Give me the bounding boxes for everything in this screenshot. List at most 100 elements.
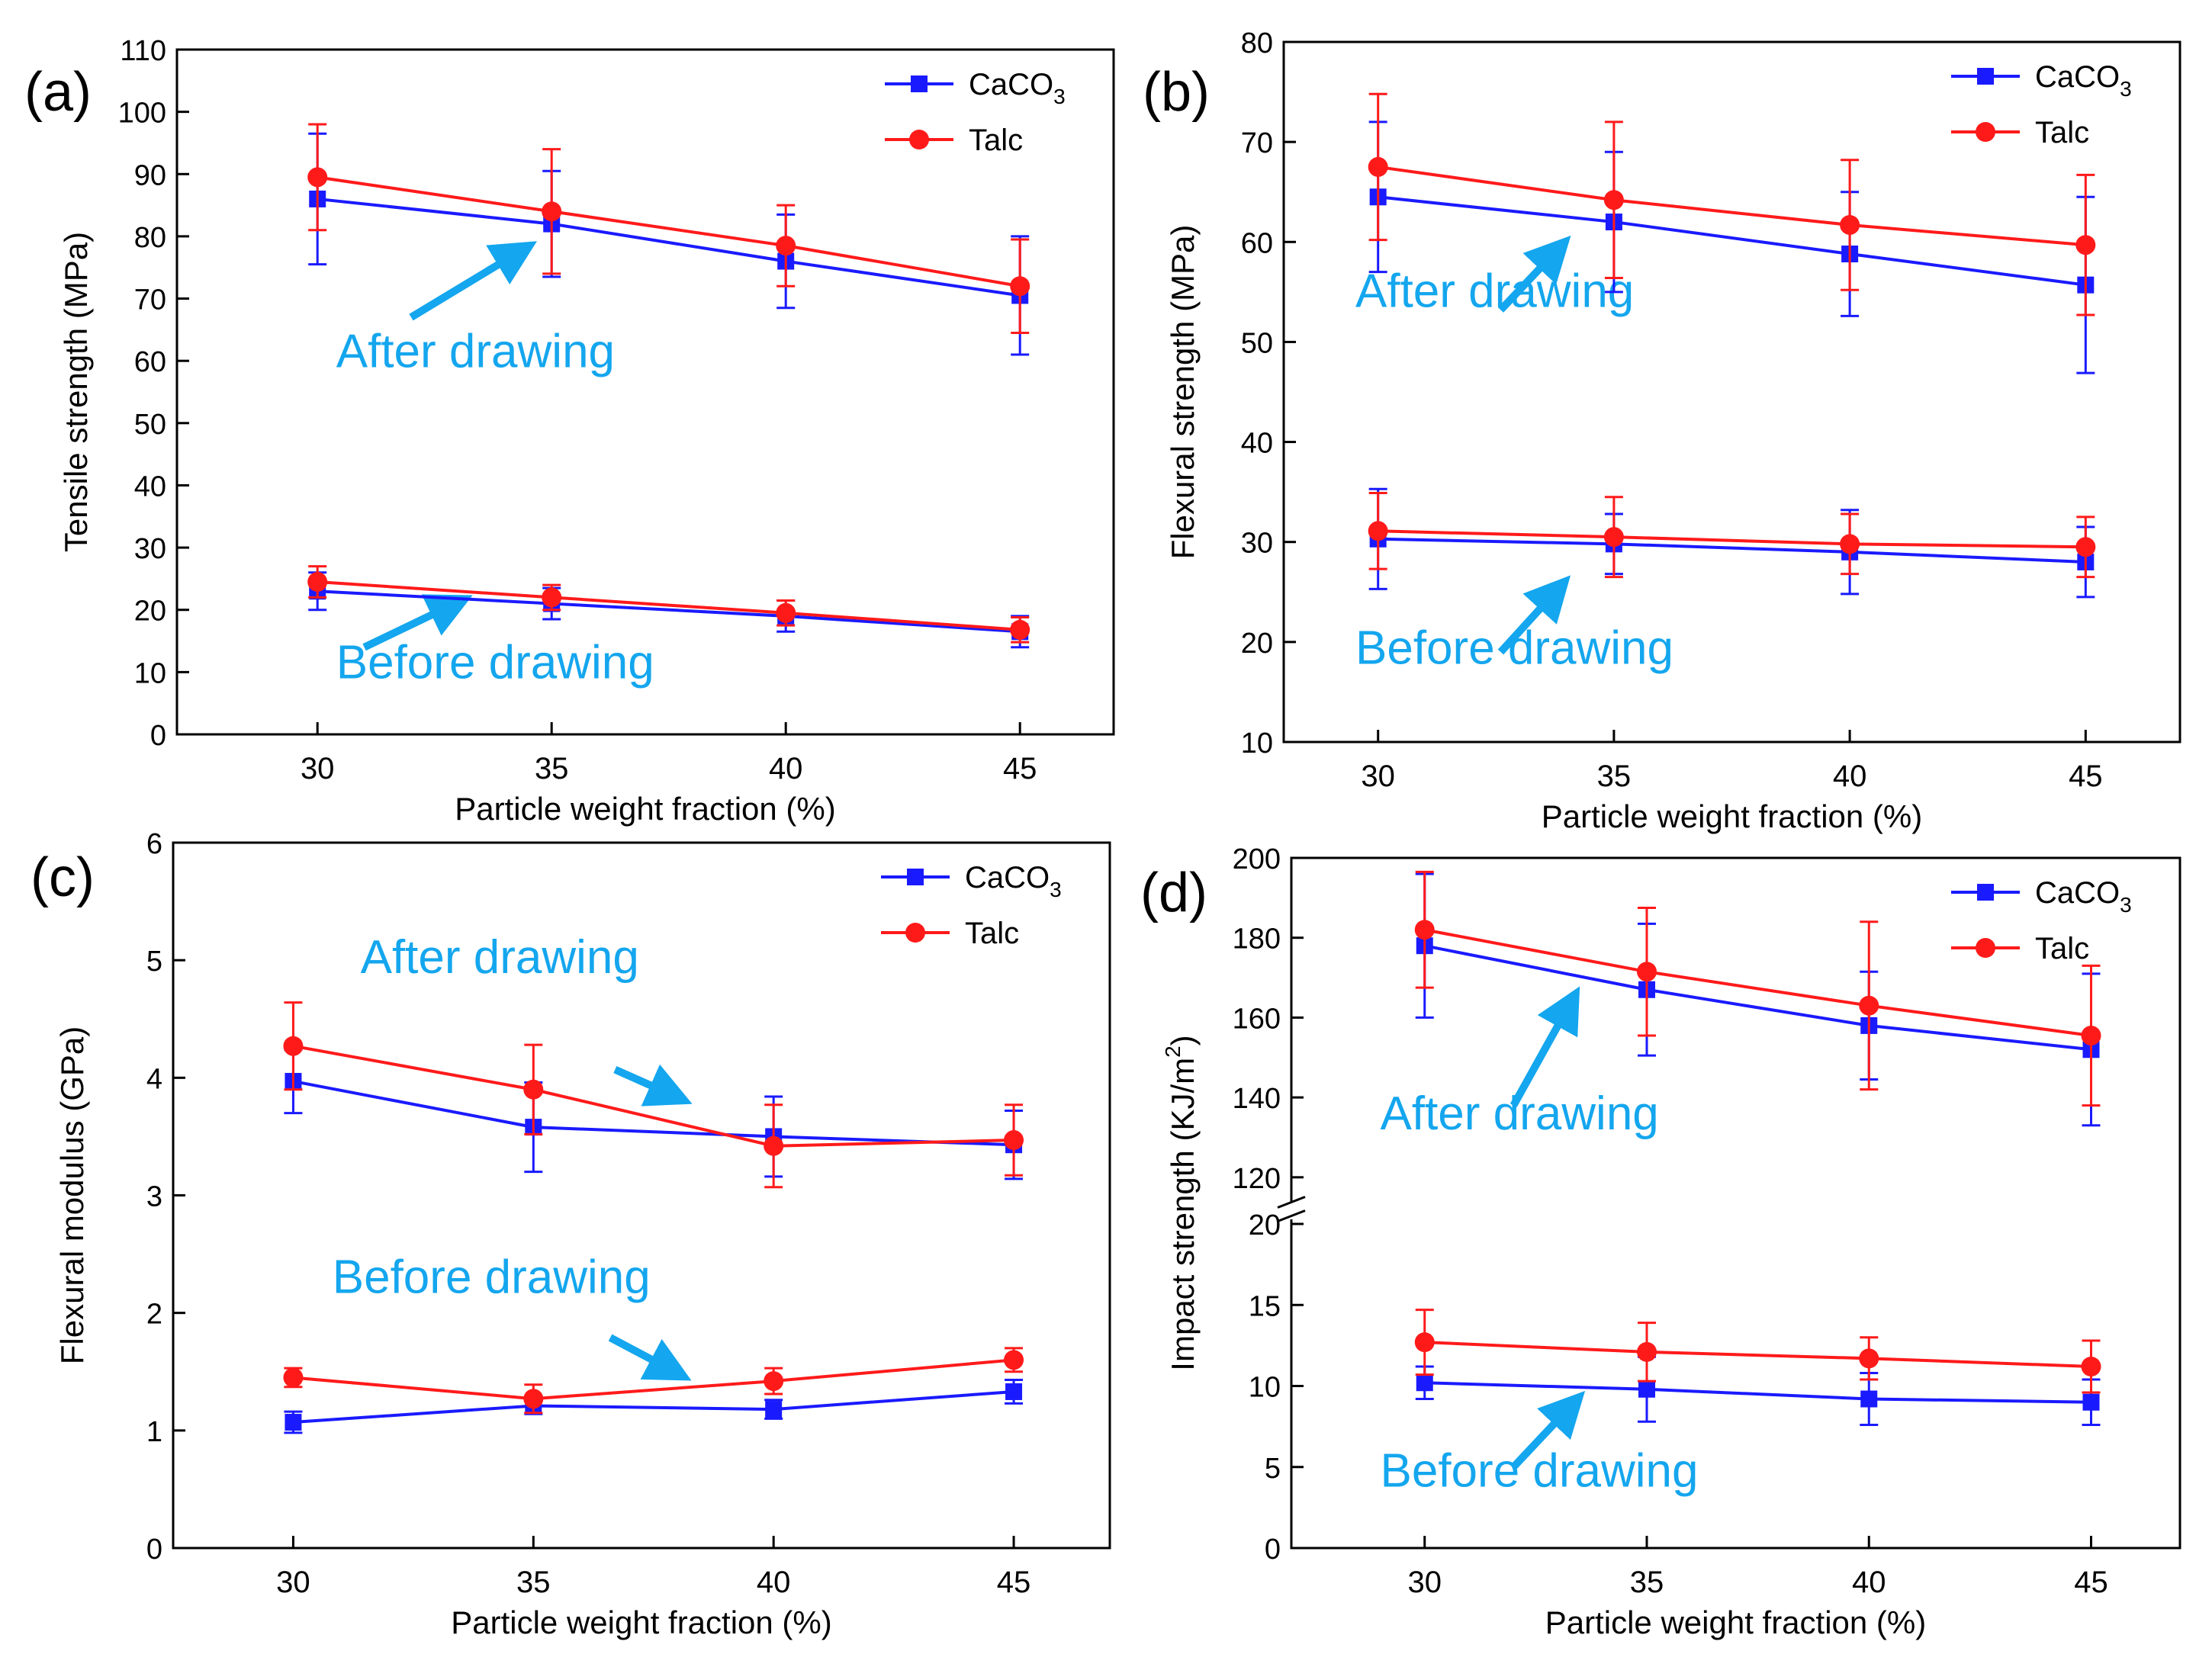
legend-label-talc: Talc bbox=[2035, 116, 2089, 149]
y-tick-label: 30 bbox=[134, 533, 166, 565]
y-tick-label: 60 bbox=[134, 346, 166, 378]
legend-label-caco3-text: CaCO bbox=[969, 68, 1053, 101]
y-tick-label: 20 bbox=[1249, 1209, 1281, 1241]
x-tick-label: 35 bbox=[516, 1566, 551, 1599]
data-point-caco3 bbox=[765, 1401, 783, 1418]
y-axis-label-text: Tensile strength (MPa) bbox=[58, 232, 94, 552]
y-axis-label-end: ) bbox=[1165, 1035, 1201, 1045]
data-point-talc bbox=[1637, 1341, 1657, 1362]
series-line-talc bbox=[317, 175, 1021, 288]
legend-label-caco3: CaCO3 bbox=[965, 861, 1062, 901]
data-point-talc bbox=[307, 167, 328, 188]
series-line-talc bbox=[1424, 1341, 2091, 1368]
x-axis-label: Particle weight fraction (%) bbox=[1545, 1604, 1927, 1640]
data-point-talc bbox=[776, 236, 796, 256]
series-line-talc bbox=[317, 580, 1021, 631]
y-tick-label: 70 bbox=[134, 284, 166, 316]
y-tick-label: 40 bbox=[134, 471, 166, 503]
data-point-talc bbox=[2075, 235, 2096, 255]
y-tick-label: 80 bbox=[134, 222, 166, 254]
data-point-talc bbox=[1840, 214, 1860, 235]
series-line-caco3 bbox=[317, 197, 1021, 297]
y-tick-label: 0 bbox=[146, 1534, 162, 1566]
x-tick-label: 45 bbox=[2074, 1566, 2108, 1599]
annotation-arrow bbox=[613, 1064, 693, 1107]
legend-marker-talc bbox=[1976, 122, 1995, 142]
y-tick-label: 110 bbox=[120, 35, 166, 67]
y-tick-label: 15 bbox=[1249, 1290, 1281, 1322]
x-tick-label: 35 bbox=[1630, 1566, 1664, 1599]
y-tick-label: 50 bbox=[1241, 327, 1273, 359]
annotation-label: Before drawing bbox=[333, 1251, 651, 1303]
y-axis-label: Flexural modulus (GPa) bbox=[54, 1026, 90, 1364]
y-tick-label: 140 bbox=[1233, 1083, 1281, 1115]
legend-marker-talc bbox=[1976, 938, 1995, 958]
annotation-label: After drawing bbox=[361, 931, 639, 984]
y-tick-label: 200 bbox=[1233, 843, 1281, 875]
y-tick-label: 4 bbox=[146, 1063, 162, 1095]
y-tick-label: 2 bbox=[146, 1299, 162, 1331]
annotation-arrow bbox=[362, 594, 473, 651]
legend-marker-caco3 bbox=[907, 869, 924, 885]
data-point-talc bbox=[1840, 534, 1860, 554]
annotation-arrow bbox=[1497, 575, 1571, 655]
series-line-talc bbox=[1378, 529, 2086, 549]
data-point-caco3 bbox=[2082, 1393, 2100, 1411]
data-point-caco3 bbox=[1638, 1380, 1655, 1398]
y-tick-label: 90 bbox=[134, 159, 166, 191]
data-point-talc bbox=[1010, 619, 1030, 640]
legend-label-caco3-text: CaCO bbox=[2035, 60, 2120, 94]
y-axis-label: Flexural strength (MPa) bbox=[1165, 225, 1201, 560]
data-point-talc bbox=[764, 1371, 784, 1392]
x-tick-label: 40 bbox=[1852, 1566, 1886, 1599]
legend-label-caco3-sub: 3 bbox=[2120, 893, 2132, 917]
series-line-caco3 bbox=[1378, 537, 2086, 564]
y-axis-label-text: Impact strength (KJ/m bbox=[1165, 1058, 1201, 1371]
y-tick-label: 5 bbox=[1265, 1453, 1281, 1485]
y-tick-label: 60 bbox=[1241, 227, 1273, 259]
panel-label: (c) bbox=[31, 847, 95, 908]
axis-break-mark bbox=[1277, 1209, 1306, 1222]
x-tick-label: 45 bbox=[2069, 760, 2103, 793]
panel-label: (b) bbox=[1143, 62, 1210, 123]
y-tick-label: 40 bbox=[1241, 428, 1273, 460]
data-point-talc bbox=[764, 1135, 784, 1156]
annotation-label: After drawing bbox=[1355, 265, 1634, 318]
legend-label-talc: Talc bbox=[2035, 932, 2089, 965]
data-point-talc bbox=[1368, 156, 1388, 177]
data-point-talc bbox=[1004, 1130, 1024, 1151]
annotation-arrow bbox=[1497, 235, 1571, 313]
data-point-talc bbox=[776, 602, 796, 623]
y-tick-label: 0 bbox=[150, 720, 166, 752]
x-tick-label: 30 bbox=[1361, 760, 1395, 793]
x-tick-label: 40 bbox=[1833, 760, 1867, 793]
data-point-talc bbox=[523, 1079, 544, 1100]
data-point-talc bbox=[2075, 537, 2096, 557]
data-point-talc bbox=[2081, 1357, 2101, 1376]
data-point-talc bbox=[1603, 527, 1624, 548]
y-tick-label: 20 bbox=[134, 596, 166, 628]
y-tick-label: 50 bbox=[134, 409, 166, 441]
x-tick-label: 40 bbox=[757, 1566, 791, 1599]
data-point-talc bbox=[1004, 1350, 1024, 1370]
data-point-talc bbox=[1637, 962, 1657, 982]
annotation-label: Before drawing bbox=[1355, 622, 1673, 675]
y-tick-label: 10 bbox=[134, 657, 166, 689]
y-tick-label: 1 bbox=[146, 1416, 162, 1448]
axis-break-mark bbox=[1277, 1196, 1306, 1209]
legend-label-caco3: CaCO3 bbox=[2035, 60, 2132, 101]
legend-marker-caco3 bbox=[1977, 884, 1994, 901]
panel-label: (a) bbox=[24, 62, 92, 123]
x-axis-label: Particle weight fraction (%) bbox=[455, 791, 836, 827]
annotation-label: Before drawing bbox=[336, 637, 654, 689]
data-point-talc bbox=[1859, 995, 1879, 1016]
panel-b: (b) 30 35 40 45 Particle weight fraction (%) 1… bbox=[1143, 27, 2181, 834]
x-tick-label: 45 bbox=[1003, 752, 1037, 785]
x-tick-label: 40 bbox=[769, 752, 803, 785]
legend-marker-talc bbox=[909, 130, 929, 149]
x-tick-label: 30 bbox=[1408, 1566, 1442, 1599]
series-line-caco3 bbox=[317, 589, 1021, 634]
